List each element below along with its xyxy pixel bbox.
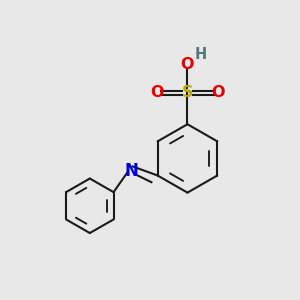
Text: H: H [194,47,206,62]
Text: O: O [181,57,194,72]
Text: S: S [182,85,193,100]
Text: O: O [151,85,164,100]
Text: N: N [125,162,139,180]
Text: O: O [211,85,224,100]
